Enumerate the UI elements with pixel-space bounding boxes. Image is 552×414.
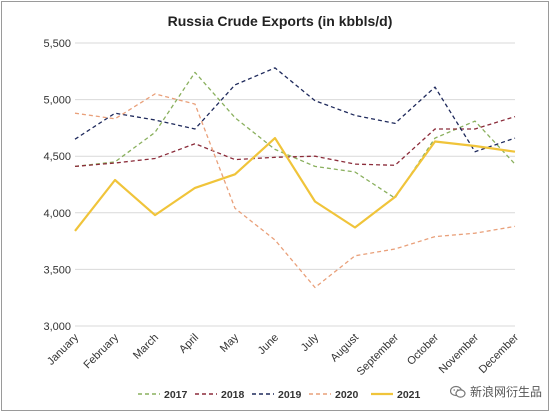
series-line-2017 (74, 71, 516, 199)
series-line-2019 (74, 67, 516, 153)
x-axis-ticks: January February March April May June July Augu… (45, 331, 521, 378)
x-tick-label: July (299, 331, 322, 354)
gridlines (75, 42, 515, 327)
x-tick-label: January (45, 331, 82, 368)
x-tick-label: April (177, 332, 201, 356)
x-tick-label: November (437, 331, 482, 376)
series-line-2018 (74, 115, 516, 168)
y-axis-ticks: 3,000 3,500 4,000 4,500 5,000 5,500 (43, 38, 71, 333)
x-tick-label: March (131, 332, 161, 362)
x-tick-label: June (256, 332, 281, 357)
x-tick-label: May (218, 331, 242, 355)
watermark-text: 新浪网衍生品 (469, 385, 542, 399)
x-tick-label: September (355, 331, 402, 378)
series-line-2020 (74, 93, 516, 289)
y-tick-label: 3,000 (43, 321, 71, 333)
series-lines (74, 67, 516, 289)
watermark: 新浪网衍生品 (449, 383, 542, 400)
legend-label-2018: 2018 (221, 389, 245, 401)
x-tick-label: February (82, 331, 122, 371)
chart-title: Russia Crude Exports (in kbbls/d) (168, 13, 393, 29)
y-tick-label: 3,500 (43, 264, 71, 276)
y-tick-label: 4,500 (43, 151, 71, 163)
legend: 2017 2018 2019 2020 2021 (138, 389, 421, 401)
legend-label-2020: 2020 (335, 389, 359, 401)
y-tick-label: 4,000 (43, 208, 71, 220)
legend-label-2021: 2021 (397, 389, 421, 401)
y-tick-label: 5,000 (43, 95, 71, 107)
legend-label-2019: 2019 (278, 389, 302, 401)
x-tick-label: December (477, 331, 522, 376)
wechat-icon (449, 385, 466, 398)
x-tick-label: October (405, 331, 441, 367)
legend-label-2017: 2017 (164, 389, 188, 401)
x-tick-label: August (328, 332, 361, 365)
series-line-2021 (74, 137, 516, 232)
y-tick-label: 5,500 (43, 38, 71, 50)
